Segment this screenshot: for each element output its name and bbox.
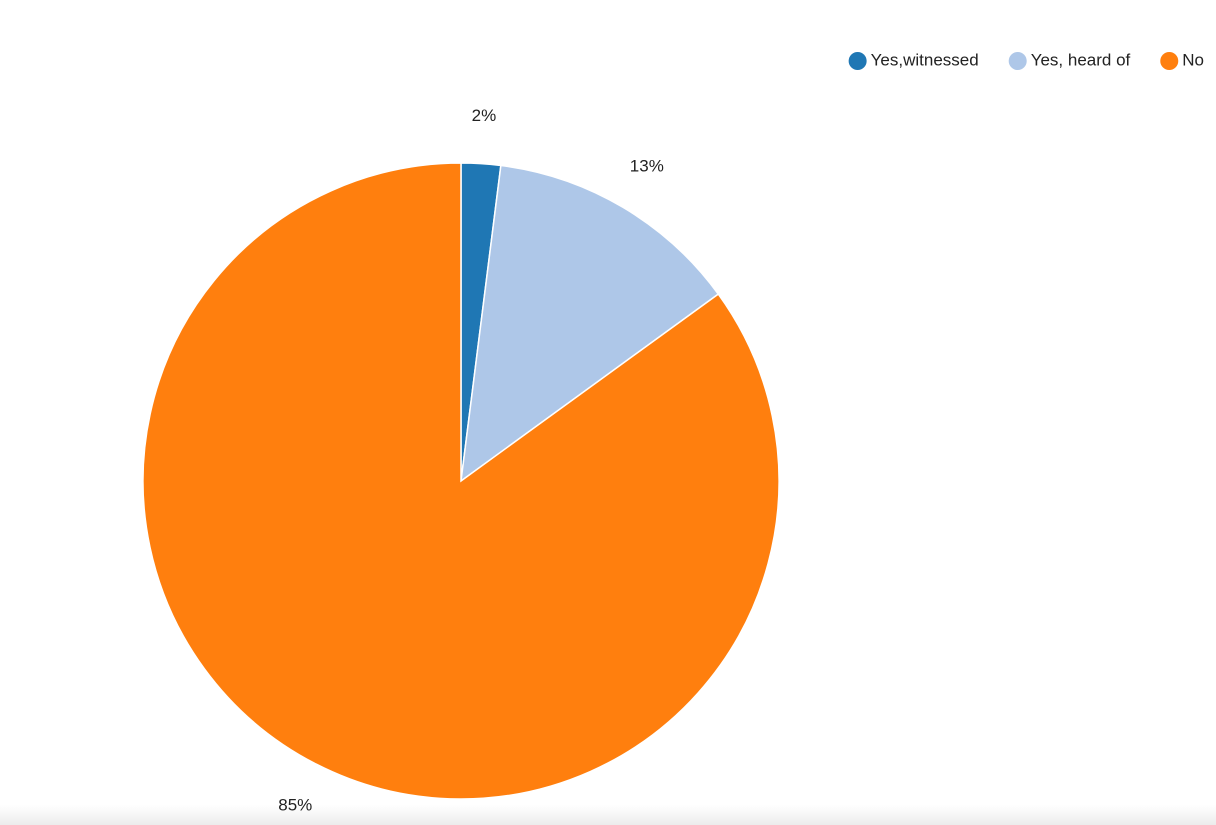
legend-swatch — [848, 52, 867, 70]
legend-label: Yes,witnessed — [871, 50, 979, 69]
data-label: 85% — [278, 796, 312, 815]
data-label: 13% — [630, 156, 664, 175]
pie — [142, 162, 780, 800]
data-labels: 2% 13% 85% — [278, 106, 664, 814]
legend-swatch — [1008, 52, 1027, 70]
data-label: 2% — [472, 106, 497, 125]
legend-item: Yes,witnessed — [848, 50, 979, 70]
legend-label: Yes, heard of — [1031, 50, 1131, 69]
legend: Yes,witnessed Yes, heard of No — [848, 50, 1204, 70]
legend-swatch — [1160, 52, 1179, 70]
pie-slice — [460, 164, 720, 483]
legend-item: No — [1160, 50, 1204, 70]
legend-item: Yes, heard of — [1008, 50, 1131, 70]
pie-slice — [142, 162, 780, 800]
footer-shade — [0, 805, 1216, 825]
legend-label: No — [1182, 50, 1204, 69]
